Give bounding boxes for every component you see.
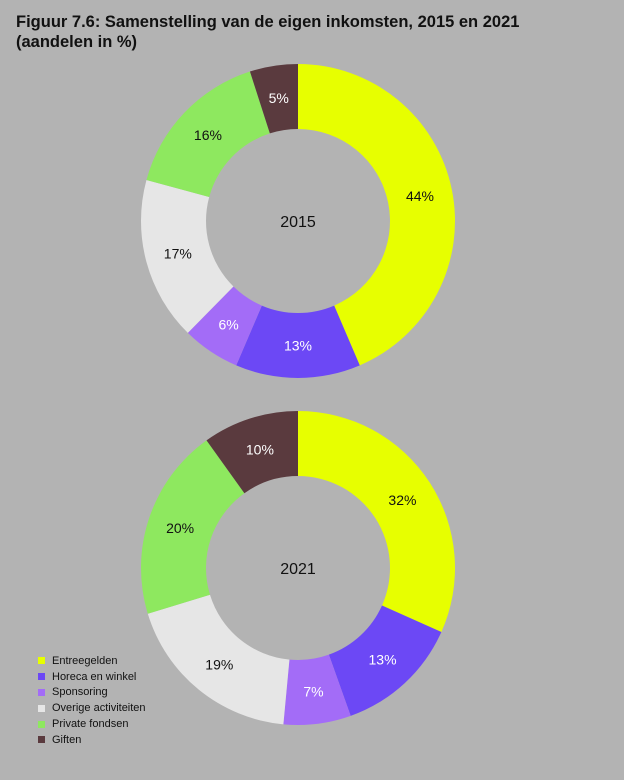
legend-item-sponsoring: Sponsoring bbox=[38, 685, 146, 701]
data-label-2015-giften: 5% bbox=[269, 90, 289, 106]
data-label-2021-giften: 10% bbox=[246, 441, 274, 457]
data-label-2015-entreegelden: 44% bbox=[406, 188, 434, 204]
data-label-2015-horeca-en-winkel: 13% bbox=[284, 338, 312, 354]
legend-swatch bbox=[38, 704, 45, 712]
legend-label: Overige activiteiten bbox=[52, 702, 146, 715]
slice-2015-overige-activiteiten bbox=[140, 179, 234, 333]
data-label-2021-entreegelden: 32% bbox=[388, 492, 416, 508]
legend-item-private-fondsen: Private fondsen bbox=[38, 716, 146, 732]
slice-2015-entreegelden bbox=[298, 64, 456, 366]
chart-title-line-1: Figuur 7.6: Samenstelling van de eigen i… bbox=[16, 13, 520, 31]
slice-2015-giften bbox=[249, 64, 298, 134]
slice-2021-horeca-en-winkel bbox=[328, 605, 442, 716]
slice-2021-private-fondsen bbox=[141, 440, 245, 614]
legend-swatch bbox=[38, 720, 45, 728]
slice-2021-entreegelden bbox=[298, 411, 456, 633]
legend-item-giften: Giften bbox=[38, 732, 146, 748]
data-label-2021-overige-activiteiten: 19% bbox=[205, 656, 233, 672]
legend-label: Private fondsen bbox=[52, 718, 129, 731]
data-label-2015-overige-activiteiten: 17% bbox=[164, 246, 192, 262]
donut-2021: 32% 13% 7% 19% 20% 10% 2021 bbox=[141, 411, 456, 725]
legend-label: Sponsoring bbox=[52, 686, 108, 699]
chart-title: Figuur 7.6: Samenstelling van de eigen i… bbox=[16, 12, 576, 52]
legend-swatch bbox=[38, 657, 45, 665]
legend-item-overige-activiteiten: Overige activiteiten bbox=[38, 700, 146, 716]
data-label-2021-private-fondsen: 20% bbox=[166, 520, 194, 536]
legend-item-horeca-en-winkel: Horeca en winkel bbox=[38, 669, 146, 685]
legend-label: Horeca en winkel bbox=[52, 670, 137, 683]
data-label-2021-horeca-en-winkel: 13% bbox=[369, 651, 397, 667]
data-label-2015-private-fondsen: 16% bbox=[194, 127, 222, 143]
legend-label: Entreegelden bbox=[52, 654, 118, 667]
legend-swatch bbox=[38, 736, 45, 744]
slice-2021-sponsoring bbox=[283, 654, 351, 725]
slice-2015-sponsoring bbox=[187, 286, 262, 366]
legend-item-entreegelden: Entreegelden bbox=[38, 653, 146, 669]
slice-2015-private-fondsen bbox=[146, 71, 270, 197]
legend-swatch bbox=[38, 673, 45, 681]
chart-title-line-2: (aandelen in %) bbox=[16, 33, 138, 51]
donut-center-label-2015: 2015 bbox=[280, 214, 316, 231]
legend-swatch bbox=[38, 688, 45, 696]
data-label-2021-sponsoring: 7% bbox=[303, 684, 323, 700]
donut-2015: 44% 13% 6% 17% 16% 5% 2015 bbox=[140, 64, 456, 379]
legend-label: Giften bbox=[52, 733, 82, 746]
data-label-2015-sponsoring: 6% bbox=[219, 316, 239, 332]
donut-center-label-2021: 2021 bbox=[280, 561, 316, 578]
legend: Entreegelden Horeca en winkel Sponsoring Ov… bbox=[38, 653, 146, 748]
slice-2021-giften bbox=[206, 411, 298, 494]
slice-2021-overige-activiteiten bbox=[147, 594, 290, 725]
slice-2015-horeca-en-winkel bbox=[236, 305, 360, 379]
